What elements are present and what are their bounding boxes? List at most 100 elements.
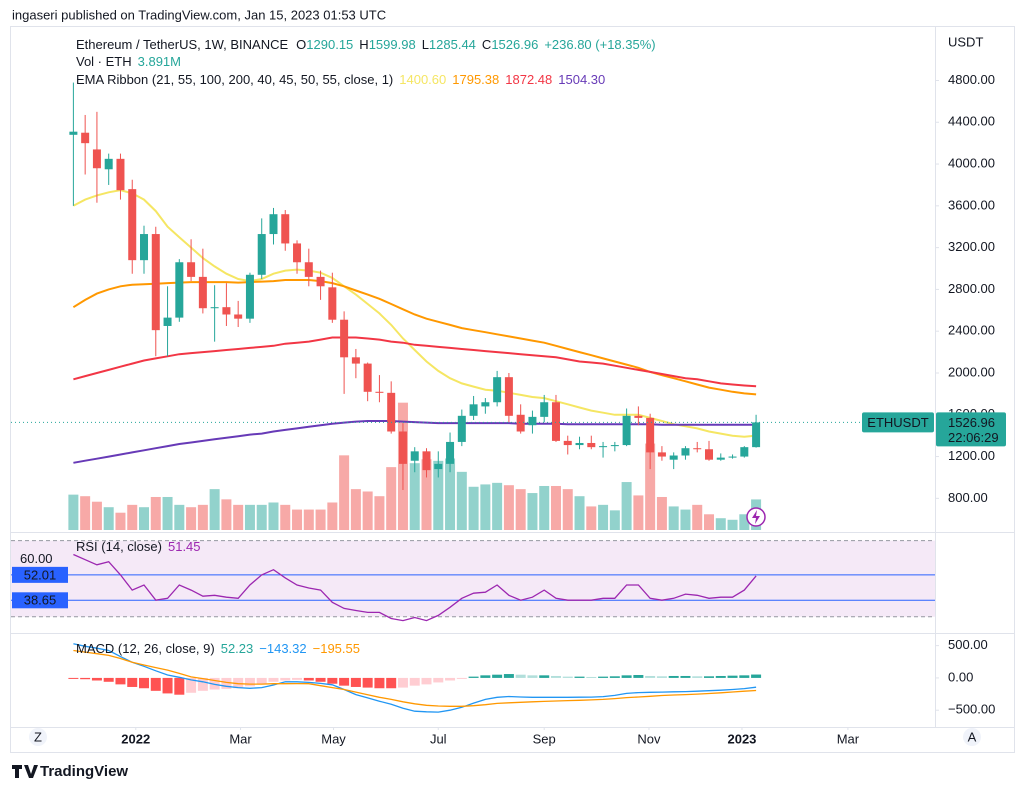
ema-line — [73, 336, 757, 388]
macd-histogram-bar — [633, 675, 644, 678]
legend-line: Vol · ETH 3.891M — [76, 54, 181, 69]
macd-histogram-bar — [656, 676, 667, 678]
ohlc-value: 1599.98 — [369, 37, 416, 52]
price-change: +236.80 (+18.35%) — [544, 37, 655, 52]
volume-bar — [174, 504, 185, 530]
macd-histogram-bar — [621, 675, 632, 678]
volume-bar — [645, 443, 656, 530]
macd-histogram-bar — [221, 677, 232, 689]
y-tick-label: 2000.00 — [948, 364, 995, 379]
candle-body — [752, 422, 761, 448]
legend-line: RSI (14, close) 51.45 — [76, 539, 201, 554]
candle-body — [210, 307, 219, 309]
macd-histogram-bar — [209, 677, 220, 690]
publish-header: ingaseri published on TradingView.com, J… — [12, 7, 386, 22]
macd-histogram-bar — [539, 675, 550, 678]
button[interactable] — [963, 728, 981, 746]
ema-line — [73, 420, 757, 464]
volume-bar — [339, 455, 350, 530]
candle-body — [128, 189, 137, 261]
candle-body — [187, 262, 196, 277]
volume-bar — [315, 509, 326, 530]
ohlc-value: 1290.15 — [306, 37, 353, 52]
price-tag — [936, 412, 1006, 447]
y-tick-label: 3600.00 — [948, 197, 995, 212]
volume-bar — [445, 458, 456, 530]
candle-body — [740, 447, 749, 457]
macd-tick-label: 0.00 — [948, 669, 973, 684]
volume-bar — [150, 496, 161, 530]
volume-bar — [233, 504, 244, 530]
candle-body — [398, 431, 407, 464]
logo-icon — [12, 765, 38, 778]
macd-tick-label: −500.00 — [948, 702, 995, 717]
candle-body — [504, 377, 513, 416]
candle-body — [551, 402, 560, 441]
macd-histogram-bar — [468, 676, 479, 678]
button[interactable] — [29, 728, 47, 746]
candle-body — [410, 451, 419, 461]
volume-bar — [656, 496, 667, 530]
candle-body — [257, 234, 266, 275]
macd-histogram-bar — [256, 677, 267, 684]
auto-button[interactable]: A — [968, 729, 977, 744]
macd-histogram-bar — [421, 677, 432, 685]
macd-histogram-bar — [574, 676, 585, 678]
y-tick-label: 4800.00 — [948, 72, 995, 87]
volume-bar — [550, 485, 561, 530]
x-tick-label: 2023 — [727, 731, 756, 746]
signal-value: −195.55 — [313, 641, 360, 656]
volume-bar — [327, 502, 338, 530]
macd-hist-value: 52.23 — [221, 641, 254, 656]
volume-bar — [515, 489, 526, 530]
y-tick-label: 4000.00 — [948, 155, 995, 170]
macd-histogram-bar — [162, 677, 173, 694]
macd-histogram-bar — [197, 677, 208, 691]
volume-bar — [586, 506, 597, 530]
volume-legend: Vol · ETH — [76, 54, 132, 69]
macd-histogram-bar — [739, 675, 750, 678]
volume-bar — [668, 506, 679, 530]
candle-body — [140, 234, 149, 261]
macd-histogram-bar — [174, 677, 185, 695]
macd-histogram-bar — [751, 674, 762, 678]
macd-histogram-bar — [715, 675, 726, 678]
volume-bar — [80, 496, 91, 530]
y-tick-label: 4400.00 — [948, 114, 995, 129]
candle-body — [387, 392, 396, 432]
macd-histogram-bar — [186, 677, 197, 693]
candle-body — [198, 276, 207, 309]
volume-bar — [727, 519, 738, 530]
y-tick-label: 800.00 — [948, 490, 988, 505]
macd-histogram-bar — [327, 677, 338, 684]
candle-body — [622, 415, 631, 446]
macd-histogram-bar — [339, 677, 350, 686]
y-tick-label: 1200.00 — [948, 448, 995, 463]
volume-bar — [421, 459, 432, 530]
candle-body — [351, 357, 360, 364]
candle-body — [328, 287, 337, 320]
macd-histogram-bar — [374, 677, 385, 689]
ohlc-letter: C — [482, 37, 491, 52]
x-tick-label: Nov — [637, 731, 661, 746]
x-tick-label: Mar — [229, 731, 252, 746]
x-tick-label: Jul — [430, 731, 447, 746]
y-tick-label: 2800.00 — [948, 281, 995, 296]
macd-histogram-bar — [492, 674, 503, 678]
candle-body — [716, 457, 725, 460]
candle-body — [281, 214, 290, 244]
volume-bar — [162, 496, 173, 530]
volume-bar — [197, 504, 208, 530]
candle-body — [304, 262, 313, 277]
legend-line: MACD (12, 26, close, 9) 52.23 −143.32 −195.… — [76, 641, 360, 656]
macd-histogram-bar — [704, 676, 715, 678]
macd-histogram-bar — [350, 677, 361, 687]
volume-bar — [256, 504, 267, 530]
volume-bar — [633, 495, 644, 530]
candle-body — [222, 307, 231, 315]
ohlc-letter: O — [296, 37, 306, 52]
macd-histogram-bar — [115, 677, 126, 685]
price-tag-value: 1526.96 — [948, 415, 995, 430]
zoom-button[interactable]: Z — [34, 729, 42, 744]
candle-body — [151, 234, 160, 331]
